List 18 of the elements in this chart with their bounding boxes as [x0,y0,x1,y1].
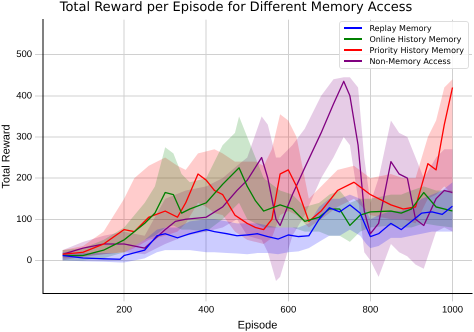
y-tick-label: 300 [16,132,32,143]
legend-label: Non-Memory Access [369,56,451,67]
y-tick-label: 0 [26,255,32,266]
y-tick-label: 500 [16,49,32,60]
y-tick-label: 100 [16,214,32,225]
legend-label: Replay Memory [369,22,432,34]
y-axis-title: Total Reward [0,124,13,189]
x-tick-label: 600 [280,304,296,316]
chart-title: Total Reward per Episode for Different Memory Access [58,0,413,16]
x-tick-label: 800 [362,304,378,316]
x-axis-title: Episode [238,319,278,332]
y-tick-label: 200 [16,172,32,184]
x-tick-label: 1000 [442,304,464,316]
x-tick-label: 200 [116,304,132,316]
legend-label: Priority History Memory [369,44,464,56]
x-tick-label: 400 [198,304,214,316]
legend-label: Online History Memory [369,34,462,45]
y-tick-label: 400 [16,90,32,102]
